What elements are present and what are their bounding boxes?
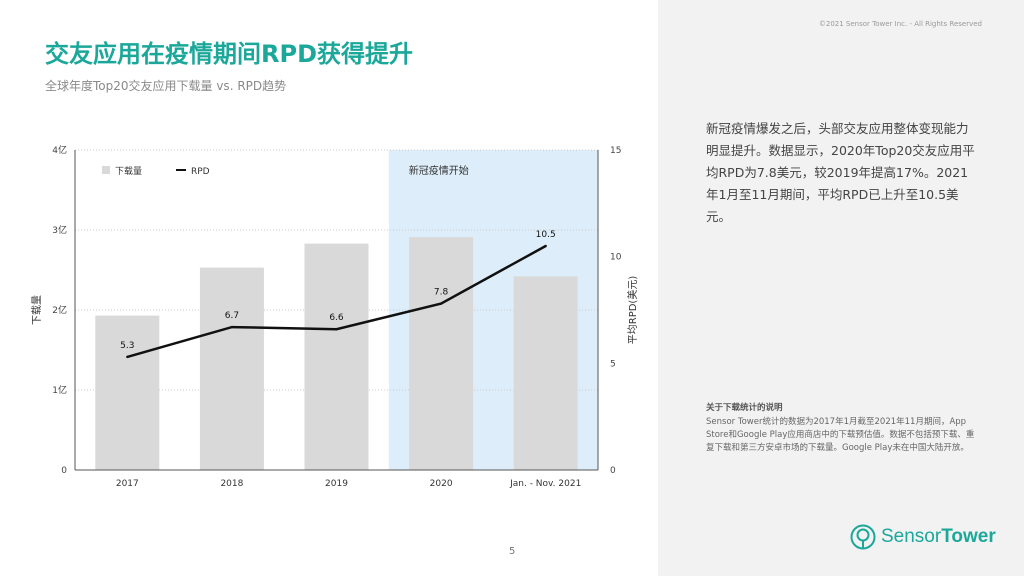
logo-word-tower: Tower [941,526,996,547]
sensor-tower-logo: SensorTower [850,524,996,550]
page-title: 交友应用在疫情期间RPD获得提升 [45,40,413,68]
y-right-tick-label: 15 [610,146,621,156]
download-bar [199,267,264,470]
y-right-tick-label: 0 [610,466,616,476]
x-tick-label: 2020 [430,479,453,489]
x-tick-label: 2018 [220,479,243,489]
download-bar [513,276,578,470]
covid-highlight-label: 新冠疫情开始 [409,164,469,177]
rpd-data-label: 5.3 [120,341,134,351]
y-left-tick-label: 4亿 [52,144,67,156]
right-panel [658,0,1024,576]
rpd-point [126,355,129,359]
page-number: 5 [509,546,516,557]
legend-label-rpd: RPD [191,167,210,177]
logo-word-sensor: Sensor [881,526,942,547]
legend-swatch-downloads [102,166,110,174]
y-right-axis-title: 平均RPD(美元) [626,276,639,345]
note: 关于下载统计的说明 Sensor Tower统计的数据为2017年1月截至202… [706,402,978,455]
y-right-tick-label: 10 [610,253,622,263]
rpd-point [544,244,547,248]
y-left-tick-label: 1亿 [52,384,67,396]
sensor-tower-logo-icon [850,524,876,550]
download-bar [95,315,160,470]
y-left-axis-title: 下载量 [31,295,43,325]
rpd-point [335,328,338,331]
y-left-tick-label: 2亿 [52,304,67,316]
download-bar [304,243,369,470]
note-title: 关于下载统计的说明 [706,403,783,413]
rpd-data-label: 6.7 [225,311,239,321]
chart-subtitle: 全球年度Top20交友应用下载量 vs. RPD趋势 [45,79,287,93]
note-body: Sensor Tower统计的数据为2017年1月截至2021年11月期间，Ap… [706,417,975,453]
download-bar [409,237,474,470]
rpd-point [439,302,443,305]
legend-label-downloads: 下载量 [115,165,142,177]
copyright: ©2021 Sensor Tower Inc. - All Rights Res… [818,20,982,28]
x-tick-label: Jan. - Nov. 2021 [509,479,581,489]
y-right-tick-label: 5 [610,359,616,369]
y-left-tick-label: 3亿 [52,224,67,236]
chart: 0 1亿 2亿 3亿 4亿 0 5 10 15 2017 2018 2019 2020 Jan. - No… [31,144,639,489]
rpd-data-label: 10.5 [536,230,556,240]
rpd-point [230,325,234,329]
rpd-data-label: 7.8 [434,288,449,298]
y-left-tick-label: 0 [61,466,67,476]
x-tick-label: 2017 [116,479,139,489]
logo-text: SensorTower [881,526,996,548]
rpd-data-label: 6.6 [329,313,344,323]
x-tick-label: 2019 [325,479,348,489]
summary-text: 新冠疫情爆发之后，头部交友应用整体变现能力明显提升。数据显示，2020年Top2… [706,121,975,224]
